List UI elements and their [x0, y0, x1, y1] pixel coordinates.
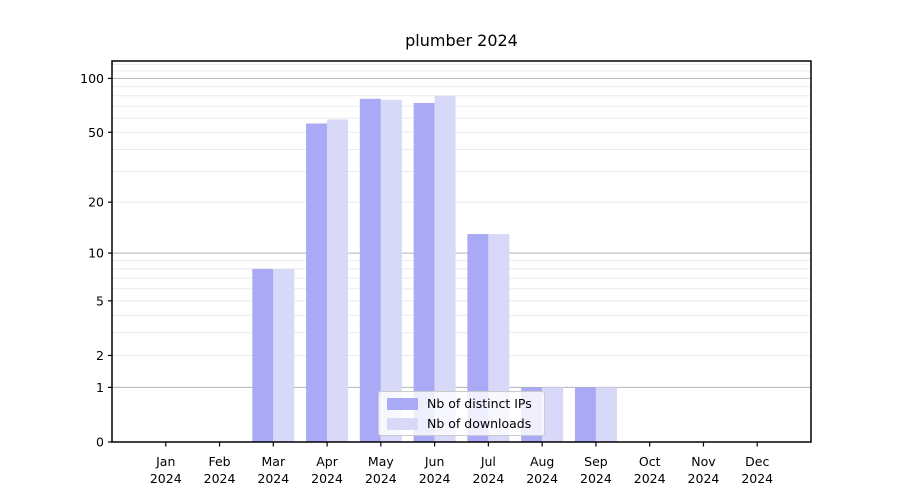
x-tick-label-month: Jan	[155, 454, 175, 469]
x-tick-label-year: 2024	[472, 471, 504, 486]
y-tick-label: 10	[88, 246, 104, 261]
bar-downloads-apr	[327, 119, 349, 443]
y-tick-label: 1	[96, 380, 104, 395]
y-tick-label: 5	[96, 293, 104, 308]
x-tick-label-year: 2024	[741, 471, 773, 486]
y-tick-label: 20	[88, 195, 104, 210]
bar-downloads-sep	[595, 387, 617, 442]
legend-item-distinct-ips: Nb of distinct IPs	[387, 396, 536, 411]
bar-ips-jul	[467, 234, 489, 442]
legend-label-distinct-ips: Nb of distinct IPs	[427, 396, 532, 411]
x-tick-label-month: Aug	[530, 454, 554, 469]
x-tick-label-year: 2024	[150, 471, 182, 486]
x-tick-label-month: May	[368, 454, 394, 469]
bar-ips-mar	[252, 268, 274, 442]
bar-ips-apr	[306, 123, 328, 443]
bar-ips-may	[359, 98, 381, 442]
x-tick-label-month: Dec	[745, 454, 769, 469]
y-tick-label: 100	[80, 71, 104, 86]
x-tick-label-year: 2024	[365, 471, 397, 486]
x-tick-label-year: 2024	[580, 471, 612, 486]
x-tick-label-year: 2024	[634, 471, 666, 486]
x-tick-label-month: Apr	[316, 454, 338, 469]
legend-swatch-distinct-ips	[387, 397, 418, 410]
x-tick-label-month: Jun	[424, 454, 445, 469]
legend-box: Nb of distinct IPs Nb of downloads	[378, 391, 545, 436]
bar-downloads-jun	[434, 95, 456, 442]
x-tick-label-month: Sep	[584, 454, 608, 469]
x-tick-label-year: 2024	[419, 471, 451, 486]
y-tick-label: 50	[88, 125, 104, 140]
bar-downloads-aug	[542, 387, 564, 442]
x-tick-label-year: 2024	[526, 471, 558, 486]
x-tick-label-year: 2024	[257, 471, 289, 486]
x-tick-label-month: Nov	[691, 454, 716, 469]
bar-downloads-may	[380, 99, 402, 443]
legend-item-downloads: Nb of downloads	[387, 416, 536, 431]
legend-label-downloads: Nb of downloads	[427, 416, 532, 431]
x-tick-label-month: Oct	[639, 454, 661, 469]
x-tick-label-month: Jul	[480, 454, 496, 469]
x-tick-label-year: 2024	[204, 471, 236, 486]
x-tick-label-month: Feb	[208, 454, 230, 469]
bar-ips-jun	[413, 102, 435, 442]
bar-downloads-mar	[273, 268, 295, 442]
y-tick-label: 0	[96, 435, 104, 450]
plot-border	[111, 60, 812, 443]
bar-downloads-jul	[488, 234, 510, 442]
y-tick-label: 2	[96, 348, 104, 363]
x-tick-label-year: 2024	[311, 471, 343, 486]
bar-ips-sep	[574, 387, 596, 442]
legend-swatch-downloads	[387, 417, 418, 430]
x-tick-label-month: Mar	[262, 454, 286, 469]
x-tick-label-year: 2024	[688, 471, 720, 486]
chart-title: plumber 2024	[405, 31, 518, 50]
